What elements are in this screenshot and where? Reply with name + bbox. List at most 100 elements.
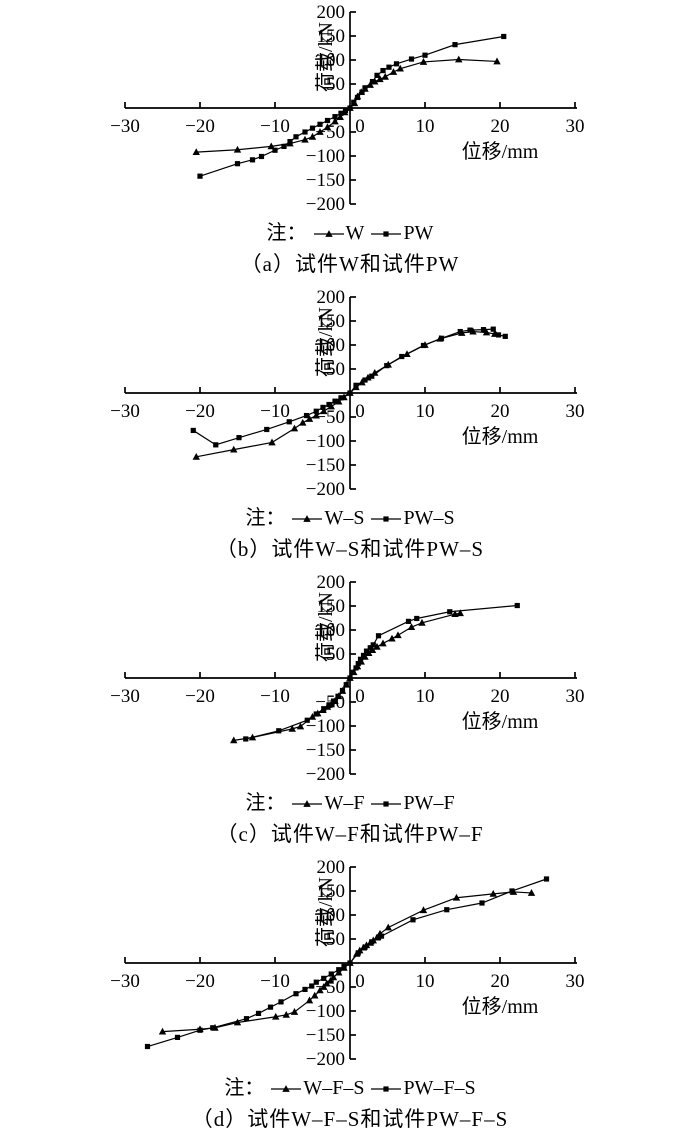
square-marker — [213, 442, 219, 448]
x-tick-label: 20 — [491, 971, 510, 992]
square-marker — [495, 332, 502, 338]
plot-area: −30−20−100102030−200−150−100−50501001502… — [110, 572, 584, 785]
triangle-marker — [312, 411, 320, 419]
triangle-marker — [233, 145, 242, 153]
square-marker — [374, 72, 380, 78]
square-marker — [438, 335, 445, 341]
triangle-marker — [316, 986, 324, 994]
y-tick-label: 200 — [317, 2, 346, 23]
legend-prefix: 注： — [224, 1077, 265, 1099]
square-marker — [293, 991, 299, 997]
square-marker — [236, 435, 242, 441]
square-marker — [332, 398, 338, 404]
square-marker — [320, 404, 326, 410]
square-marker — [362, 85, 368, 91]
square-marker — [249, 157, 256, 163]
y-tick-label: 100 — [317, 335, 346, 356]
triangle-marker — [396, 64, 404, 72]
legend-label: PW — [403, 222, 434, 244]
triangle-marker — [493, 57, 501, 65]
square-marker — [313, 408, 319, 414]
square-marker — [336, 967, 342, 973]
chart-b-legend: 注： W–S PW–S — [0, 505, 700, 531]
legend-square-marker — [383, 230, 390, 237]
legend-triangle-marker — [282, 1084, 291, 1092]
triangle-marker — [384, 923, 392, 931]
legend-marker-triangle — [292, 514, 323, 522]
x-tick-label: 0 — [355, 116, 365, 137]
x-tick-label: 30 — [566, 971, 585, 992]
triangle-marker — [290, 424, 299, 432]
square-marker — [353, 382, 359, 388]
square-marker — [501, 33, 507, 40]
square-marker — [408, 56, 415, 62]
chart-b-plot: −30 −20 −10 0 10 20 30−200−150−100−50501001502… — [110, 287, 584, 500]
square-marker — [303, 412, 310, 419]
x-tick-label: 20 — [491, 116, 510, 137]
square-marker — [258, 153, 265, 160]
x-tick-label: −10 — [260, 971, 290, 992]
triangle-marker — [267, 142, 275, 150]
legend-label: PW–S — [403, 507, 455, 529]
square-marker — [359, 89, 365, 95]
square-marker — [447, 609, 453, 615]
square-marker — [353, 665, 359, 671]
y-tick-label: −50 — [315, 122, 345, 143]
chart-c-plot: −30−20−100102030−200−150−100−50501001502… — [110, 572, 584, 785]
triangle-marker — [452, 893, 461, 901]
square-marker — [380, 67, 386, 74]
triangle-marker — [305, 415, 314, 422]
square-marker — [490, 326, 496, 332]
y-tick-label: 150 — [317, 596, 346, 617]
square-marker — [422, 52, 428, 58]
triangle-marker — [394, 631, 402, 639]
y-tick-label: −150 — [306, 455, 345, 476]
square-marker — [287, 139, 293, 145]
y-tick-label: −200 — [306, 194, 345, 215]
x-tick-label: 10 — [416, 686, 435, 707]
series-PW–F–S — [144, 876, 550, 1050]
triangle-marker — [305, 996, 314, 1004]
triangle-marker — [320, 407, 328, 415]
y-axis-label: 荷载/kN — [314, 307, 337, 377]
legend-square-marker — [383, 800, 390, 807]
square-marker — [350, 669, 356, 675]
triangle-marker — [301, 135, 309, 143]
x-tick-label: −20 — [185, 401, 215, 422]
square-marker — [509, 888, 515, 894]
legend-item-W–S: W–S — [292, 505, 364, 531]
triangle-marker — [158, 1027, 167, 1035]
y-tick-label: 50 — [326, 74, 345, 95]
square-marker — [326, 401, 332, 408]
square-marker — [543, 876, 550, 882]
chart-a-caption: （a）试件W和试件PW — [240, 252, 460, 276]
triangle-marker — [230, 736, 238, 744]
x-tick-label: 10 — [416, 971, 435, 992]
triangle-marker — [379, 639, 387, 647]
square-marker — [375, 633, 382, 639]
square-marker — [341, 963, 347, 969]
triangle-marker — [489, 889, 497, 897]
series-PW–S — [190, 326, 508, 448]
x-tick-label: 30 — [566, 401, 585, 422]
square-marker — [328, 971, 334, 977]
triangle-marker — [290, 1008, 299, 1015]
y-tick-label: −150 — [306, 1025, 345, 1046]
square-marker — [278, 999, 284, 1005]
y-axis-label: 荷载/kN — [314, 592, 337, 662]
series-W–F — [230, 609, 464, 744]
square-marker — [452, 42, 458, 48]
square-marker — [369, 373, 375, 379]
square-marker — [234, 161, 241, 167]
triangle-marker — [455, 55, 463, 63]
square-marker — [357, 656, 364, 662]
legend-label: W — [345, 222, 365, 244]
legend-item-W: W — [313, 220, 365, 246]
legend-marker-square — [371, 515, 402, 522]
square-marker — [255, 1010, 262, 1016]
square-marker — [302, 129, 308, 135]
series-line — [196, 58, 498, 153]
legend-marker-triangle — [292, 799, 323, 807]
